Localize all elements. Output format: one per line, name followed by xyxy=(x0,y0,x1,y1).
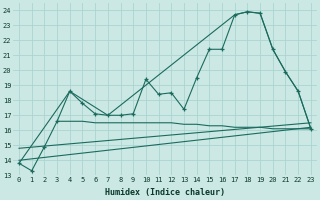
X-axis label: Humidex (Indice chaleur): Humidex (Indice chaleur) xyxy=(105,188,225,197)
